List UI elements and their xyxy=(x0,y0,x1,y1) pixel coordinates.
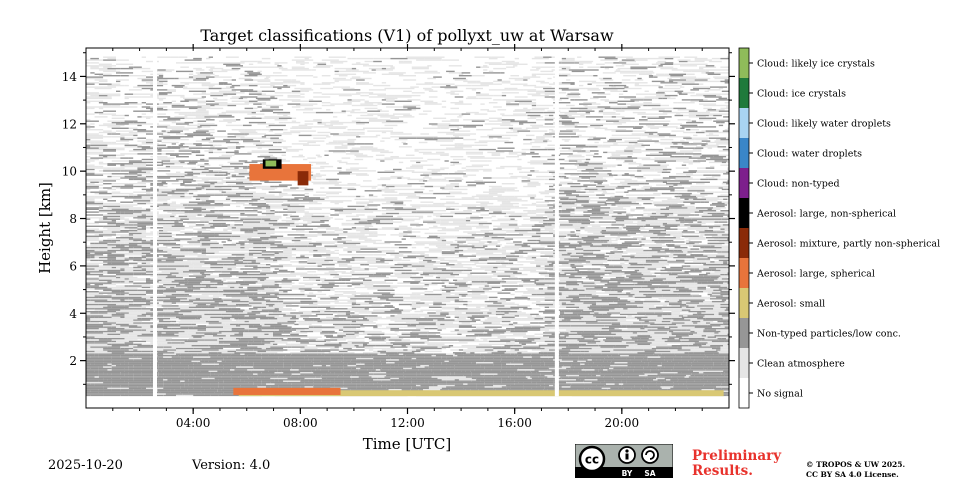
colorbar-legend: Cloud: likely ice crystals Cloud: ice cry… xyxy=(738,47,940,409)
y-tick-label-4: 10 xyxy=(62,165,77,179)
colorbar-swatch-3 xyxy=(739,138,749,168)
feature-1 xyxy=(233,387,341,395)
cc-icon-text: cc xyxy=(585,453,599,467)
colorbar-swatch-11 xyxy=(739,378,749,408)
axes: 04:00 08:00 12:00 16:00 20:00 2 4 6 8 10 12 14 xyxy=(62,44,735,430)
colorbar-label-8: Aerosol: small xyxy=(756,299,825,310)
colorbar-swatch-8 xyxy=(739,288,749,318)
x-tick-label-0: 04:00 xyxy=(176,416,211,430)
colorbar-label-11: No signal xyxy=(757,389,803,400)
x-tick-label-2: 12:00 xyxy=(390,416,425,430)
colorbar-swatch-7 xyxy=(739,258,749,288)
colorbar-label-3: Cloud: water droplets xyxy=(757,149,862,160)
colorbar-swatch-10 xyxy=(739,348,749,378)
y-tick-label-3: 8 xyxy=(69,212,77,226)
feature-5 xyxy=(265,160,277,167)
colorbar-swatch-0 xyxy=(739,48,749,78)
date-label: 2025-10-20 xyxy=(48,458,123,473)
preliminary-line-1: Preliminary xyxy=(692,448,782,464)
copyright-line-2: CC BY SA 4.0 License. xyxy=(806,470,899,479)
feature-3 xyxy=(297,171,309,186)
colorbar-label-4: Cloud: non-typed xyxy=(757,179,840,190)
x-tick-label-1: 08:00 xyxy=(283,416,318,430)
colorbar-label-5: Aerosol: large, non-spherical xyxy=(756,209,896,220)
y-tick-label-2: 6 xyxy=(69,259,77,273)
sa-icon xyxy=(641,446,659,464)
colorbar-label-1: Cloud: ice crystals xyxy=(757,89,846,100)
colorbar-swatch-9 xyxy=(739,318,749,348)
x-tick-label-3: 16:00 xyxy=(497,416,532,430)
sa-text: SA xyxy=(644,469,655,478)
chart-title: Target classifications (V1) of pollyxt_u… xyxy=(200,26,614,45)
y-tick-label-1: 4 xyxy=(69,307,77,321)
y-tick-label-5: 12 xyxy=(62,117,77,131)
plot-area xyxy=(86,48,729,408)
copyright-line-1: © TROPOS & UW 2025. xyxy=(806,460,906,469)
y-tick-label-0: 2 xyxy=(69,354,77,368)
copyright-notice: © TROPOS & UW 2025. CC BY SA 4.0 License… xyxy=(806,460,905,480)
colorbar-swatch-4 xyxy=(739,168,749,198)
colorbar-label-6: Aerosol: mixture, partly non-spherical xyxy=(756,239,940,250)
preliminary-line-2: Results. xyxy=(692,463,753,479)
colorbar-label-2: Cloud: likely water droplets xyxy=(757,119,891,130)
feature-0 xyxy=(238,390,724,397)
colorbar-label-7: Aerosol: large, spherical xyxy=(756,269,875,280)
colorbar-label-10: Clean atmosphere xyxy=(757,359,845,370)
y-axis-label: Height [km] xyxy=(36,182,54,274)
colorbar-label-0: Cloud: likely ice crystals xyxy=(757,59,875,70)
by-text: BY xyxy=(622,469,633,478)
colorbar-label-9: Non-typed particles/low conc. xyxy=(757,329,901,340)
classification-texture xyxy=(86,56,729,397)
colorbar-swatch-5 xyxy=(739,198,749,228)
colorbar-swatch-1 xyxy=(739,78,749,108)
colorbar-swatch-2 xyxy=(739,108,749,138)
cc-license-badge: cc BY SA xyxy=(575,444,673,478)
y-tick-label-6: 14 xyxy=(62,70,78,84)
preliminary-notice: Preliminary Results. xyxy=(692,449,781,479)
x-axis-label: Time [UTC] xyxy=(363,435,452,453)
colorbar-swatch-6 xyxy=(739,228,749,258)
cc-icon xyxy=(578,445,606,473)
x-tick-label-4: 20:00 xyxy=(605,416,640,430)
version-label: Version: 4.0 xyxy=(192,458,271,473)
